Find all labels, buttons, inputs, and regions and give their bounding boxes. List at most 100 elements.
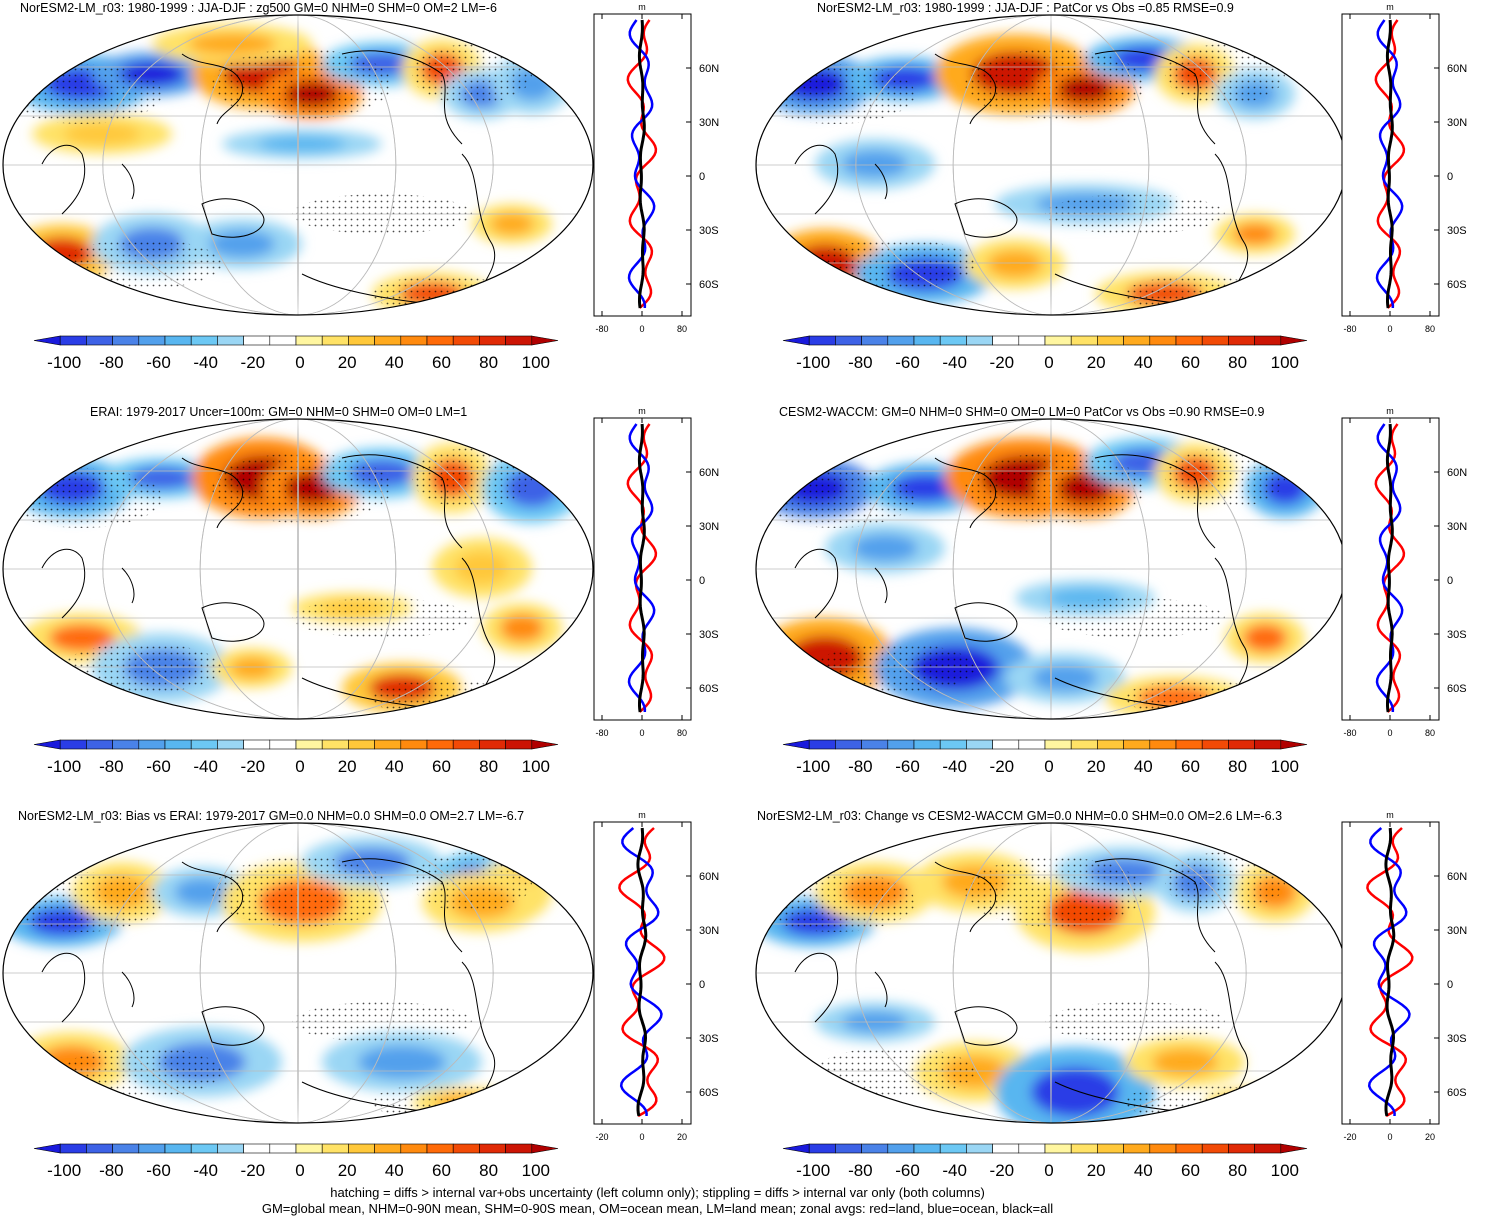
colorbar: -100 -80 -60 -40 -20 0 20 40 60 80 100 (33, 739, 560, 780)
colorbar-swatch (966, 739, 993, 750)
colorbar-swatch (348, 1143, 375, 1154)
graticule (3, 419, 593, 719)
zonal-ylabel: 60S (1447, 279, 1467, 291)
colorbar-swatch (217, 739, 244, 750)
colorbar-label: -100 (796, 353, 830, 372)
colorbar: -100 -80 -60 -40 -20 0 20 40 60 80 100 (782, 335, 1309, 376)
stippling (1165, 852, 1285, 912)
field-anomaly-core (1031, 1067, 1119, 1117)
colorbar-label: -80 (99, 757, 124, 776)
colorbar: -100 -80 -60 -40 -20 0 20 40 60 80 100 (782, 739, 1309, 780)
colorbar-label: 0 (295, 1161, 304, 1180)
zonal-xlabel: 20 (677, 1132, 687, 1142)
colorbar-label: 100 (1271, 757, 1299, 776)
colorbar-label: -20 (990, 757, 1015, 776)
colorbar-swatch (479, 335, 506, 346)
colorbar-swatch (992, 739, 1020, 750)
colorbar-swatch (295, 739, 323, 750)
colorbar-label: 100 (522, 1161, 550, 1180)
colorbar-swatch (835, 335, 862, 346)
stippling (3, 468, 162, 528)
zonal-ylabel: 60N (699, 63, 719, 75)
zonal-ylabel: 60N (1447, 467, 1467, 479)
caption-line-2: GM=global mean, NHM=0-90N mean, SHM=0-90… (261, 1201, 1054, 1216)
stippling (3, 64, 162, 124)
colorbar-swatch (913, 1143, 941, 1154)
zonal-ylabel: 30N (1447, 521, 1467, 533)
colorbar-max-arrow (531, 335, 559, 346)
field-anomaly-core (258, 135, 346, 153)
zonal-xlabel: 80 (677, 324, 687, 334)
stippling (1165, 44, 1285, 104)
zonal-ylabel: 30S (699, 1033, 719, 1045)
colorbar-swatch (1018, 739, 1046, 750)
colorbar-label: 20 (338, 757, 357, 776)
colorbar-swatch (1123, 1143, 1151, 1154)
colorbar-swatch (86, 1143, 113, 1154)
colorbar-swatch (835, 1143, 862, 1154)
colorbar-min-arrow (782, 739, 810, 750)
colorbar-swatch (400, 739, 428, 750)
colorbar-swatch (1228, 1143, 1255, 1154)
colorbar-label: 100 (1271, 353, 1299, 372)
zonal-land-curve (1366, 827, 1414, 1118)
colorbar-label: 80 (1228, 1161, 1247, 1180)
colorbar-min-arrow (33, 1143, 61, 1154)
colorbar-swatch (1123, 739, 1151, 750)
colorbar-label: 100 (1271, 1161, 1299, 1180)
colorbar-label: -80 (848, 757, 873, 776)
colorbar-swatch (913, 335, 941, 346)
stippling (1165, 448, 1285, 508)
colorbar-swatch (243, 335, 271, 346)
colorbar-min-arrow (782, 335, 810, 346)
map (755, 418, 1347, 720)
zonal-ylabel: 60S (699, 683, 719, 695)
graticule (3, 823, 593, 1123)
zonal-ylabel: 0 (699, 171, 705, 183)
colorbar-swatch (861, 335, 889, 346)
colorbar-label: 80 (1228, 757, 1247, 776)
colorbar-swatch (1175, 739, 1203, 750)
zonal-ocean-curve (619, 827, 663, 1117)
zonal-xlabel: -20 (595, 1132, 608, 1142)
zonal-xlabel: -80 (595, 324, 608, 334)
zonal-unit: m (1386, 810, 1394, 820)
stippling (965, 857, 1145, 927)
zonal-ylabel: 60S (699, 279, 719, 291)
colorbar-swatch (59, 739, 87, 750)
panel-6: NorESM2-LM_r03: Change vs CESM2-WACCM GM… (745, 808, 1485, 1188)
map-projection (755, 14, 1347, 316)
field-anomaly-core (230, 657, 274, 679)
colorbar-swatch (1228, 335, 1255, 346)
colorbar-label: 0 (295, 353, 304, 372)
colorbar-label: 40 (1134, 1161, 1153, 1180)
colorbar-label: 80 (1228, 353, 1247, 372)
zonal-mean-plot: m 60N 30N 0 30S 60S -80 0 80 (593, 2, 719, 334)
colorbar-label: -40 (942, 353, 967, 372)
colorbar-swatch (808, 739, 836, 750)
colorbar-swatch (1070, 1143, 1098, 1154)
map-projection (755, 418, 1347, 720)
field-anomaly-core (1243, 624, 1287, 652)
colorbar-swatch (190, 1143, 218, 1154)
map (755, 822, 1347, 1124)
map (755, 14, 1347, 316)
stippling (965, 453, 1145, 523)
colorbar-swatch (112, 335, 140, 346)
colorbar-swatch (887, 739, 915, 750)
zonal-unit: m (638, 2, 646, 12)
colorbar-swatch (86, 335, 113, 346)
colorbar-swatch (138, 1143, 166, 1154)
colorbar-label: -100 (47, 757, 81, 776)
colorbar-swatch (505, 739, 533, 750)
colorbar-swatch (452, 739, 480, 750)
colorbar: -100 -80 -60 -40 -20 0 20 40 60 80 100 (33, 1143, 560, 1184)
colorbar-label: -40 (942, 757, 967, 776)
colorbar-swatch (59, 1143, 87, 1154)
colorbar-swatch (913, 739, 941, 750)
colorbar-swatch (887, 1143, 915, 1154)
colorbar-label: -20 (241, 757, 266, 776)
colorbar-label: -20 (241, 353, 266, 372)
colorbar-swatch (479, 1143, 506, 1154)
zonal-ylabel: 0 (1447, 979, 1453, 991)
